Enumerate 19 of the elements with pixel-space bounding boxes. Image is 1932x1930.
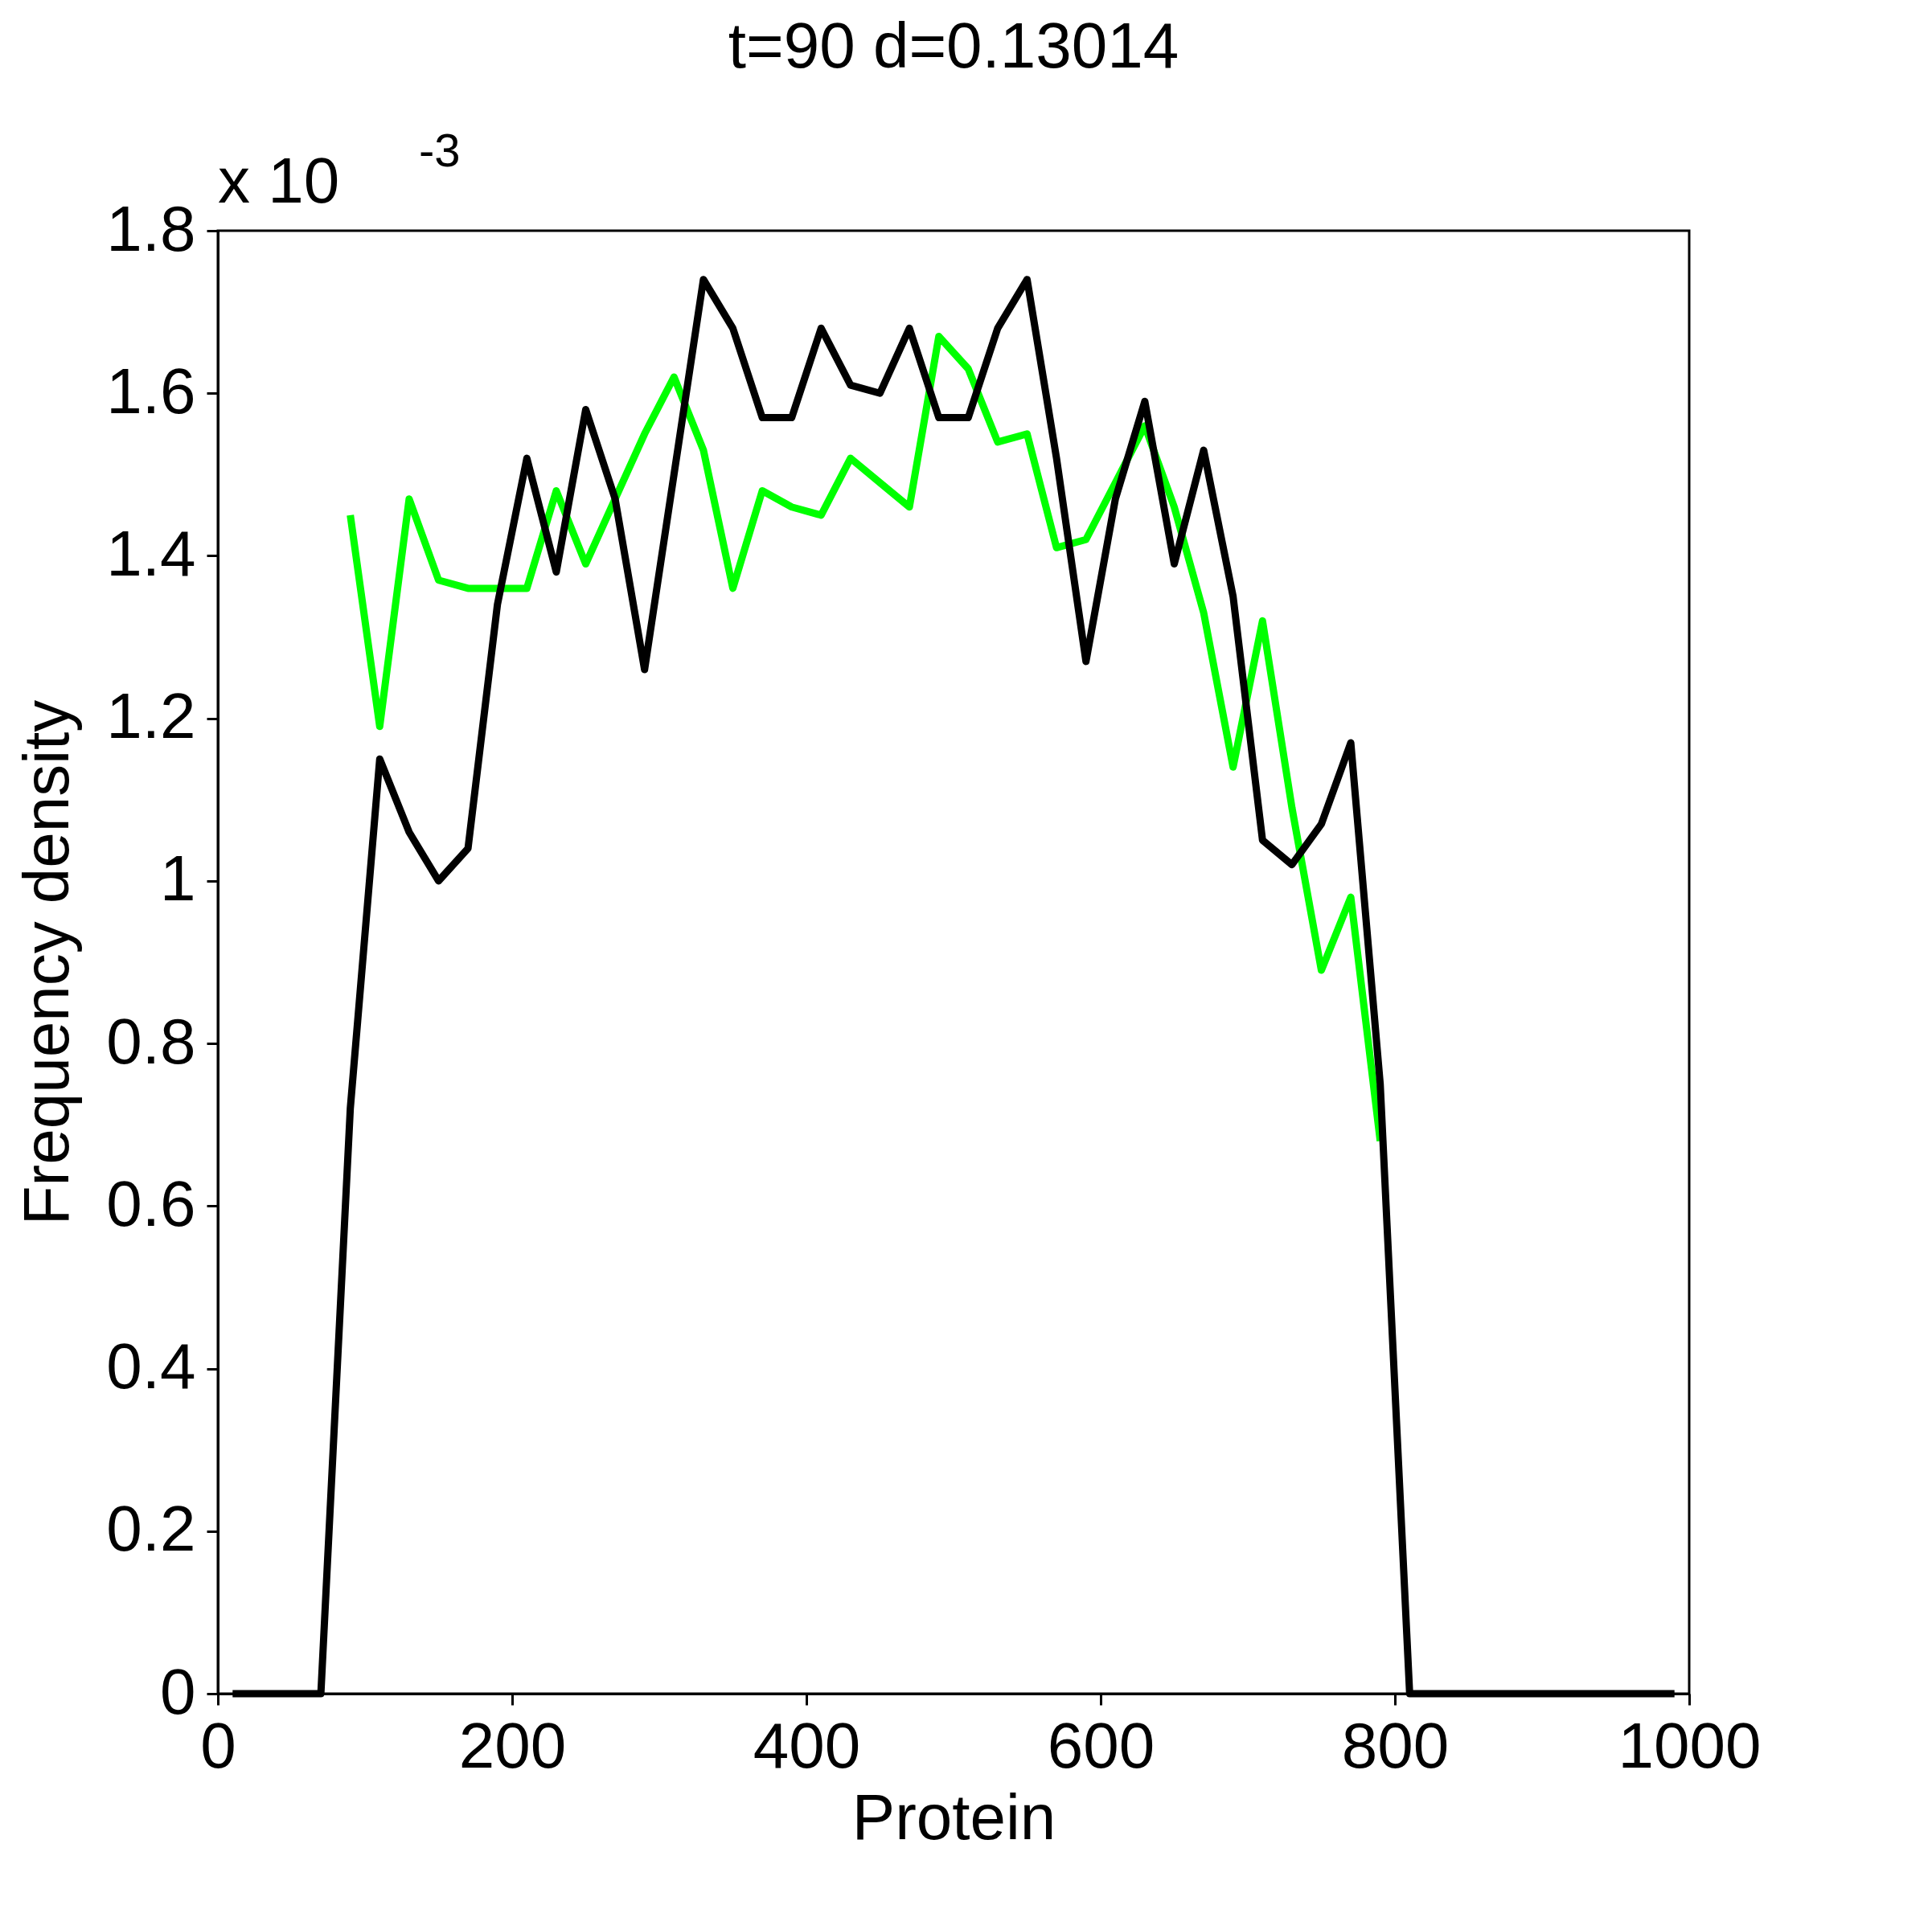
y-tick-label: 0 (160, 1655, 196, 1727)
y-tick-label: 1.8 (106, 192, 196, 264)
y-tick-label: 0.8 (106, 1005, 196, 1077)
chart-title: t=90 d=0.13014 (728, 10, 1179, 81)
y-tick-label: 0.2 (106, 1493, 196, 1565)
y-tick-label: 1 (160, 842, 196, 915)
x-tick-label: 400 (753, 1709, 861, 1781)
y-tick-label: 0.6 (106, 1167, 196, 1240)
x-tick-label: 200 (458, 1709, 567, 1781)
y-tick-label: 0.4 (106, 1330, 196, 1403)
x-tick-label: 1000 (1618, 1709, 1762, 1781)
y-tick-label: 1.4 (106, 517, 196, 589)
x-axis-title: Protein (851, 1780, 1056, 1853)
y-tick-label: 1.2 (106, 680, 196, 752)
x-tick-label: 800 (1341, 1709, 1450, 1781)
x-tick-label: 600 (1047, 1709, 1155, 1781)
y-tick-label: 1.6 (106, 354, 196, 427)
text: x 10-3 (218, 124, 461, 216)
y-axis-title: Frequency density (10, 699, 83, 1226)
